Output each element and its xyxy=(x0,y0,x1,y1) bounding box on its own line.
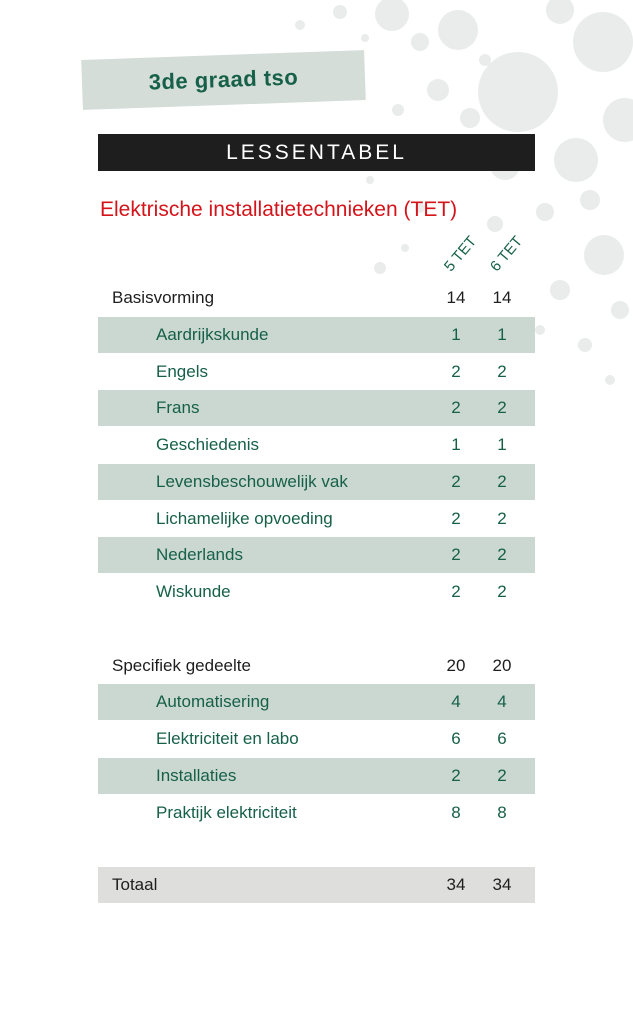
hours-5tet: 1 xyxy=(451,435,461,454)
hours-6tet: 2 xyxy=(497,472,507,491)
section-row-specifiek-gedeelte: Specifiek gedeelte 20 20 xyxy=(98,648,535,684)
hours-5tet: 2 xyxy=(451,472,461,491)
grade-text: 3de graad tso xyxy=(148,64,299,95)
hours-6tet: 20 xyxy=(492,656,512,675)
hours-5tet: 2 xyxy=(451,509,461,528)
title-bar: LESSENTABEL xyxy=(98,134,535,171)
hours-5tet: 2 xyxy=(451,766,461,785)
hours-6tet: 14 xyxy=(492,288,512,307)
hours-6tet: 2 xyxy=(497,509,507,528)
table-row: Installaties 2 2 xyxy=(98,758,535,794)
subject-label: Installaties xyxy=(156,766,237,785)
hours-6tet: 2 xyxy=(497,362,507,381)
table-row: Engels 2 2 xyxy=(98,354,535,390)
subject-label: Lichamelijke opvoeding xyxy=(156,509,333,528)
subject-label: Frans xyxy=(156,398,200,417)
grade-label: 3de graad tso xyxy=(81,50,366,110)
subject-label: Automatisering xyxy=(156,692,270,711)
program-title: Elektrische installatietechnieken (TET) xyxy=(100,198,458,221)
hours-5tet: 2 xyxy=(451,362,461,381)
section-row-basisvorming: Basisvorming 14 14 xyxy=(98,280,535,316)
table-row: Wiskunde 2 2 xyxy=(98,574,535,610)
table-row: Automatisering 4 4 xyxy=(98,684,535,720)
table-row: Aardrijkskunde 1 1 xyxy=(98,317,535,353)
table-row: Nederlands 2 2 xyxy=(98,537,535,573)
table-row: Frans 2 2 xyxy=(98,390,535,426)
hours-6tet: 1 xyxy=(497,435,507,454)
subject-label: Engels xyxy=(156,362,208,381)
hours-6tet: 8 xyxy=(497,803,507,822)
subject-label: Praktijk elektriciteit xyxy=(156,803,297,822)
hours-5tet: 2 xyxy=(451,545,461,564)
hours-5tet: 4 xyxy=(451,692,461,711)
hours-5tet: 14 xyxy=(446,288,466,307)
hours-6tet: 2 xyxy=(497,582,507,601)
hours-6tet: 1 xyxy=(497,325,507,344)
subject-label: Aardrijkskunde xyxy=(156,325,269,344)
hours-5tet: 6 xyxy=(451,729,461,748)
table-row: Praktijk elektriciteit 8 8 xyxy=(98,795,535,831)
subject-label: Levensbeschouwelijk vak xyxy=(156,472,348,491)
total-label: Totaal xyxy=(112,875,158,894)
section-label: Basisvorming xyxy=(112,288,215,307)
hours-6tet: 6 xyxy=(497,729,507,748)
subject-label: Geschiedenis xyxy=(156,435,260,454)
hours-6tet: 2 xyxy=(497,766,507,785)
hours-6tet: 2 xyxy=(497,398,507,417)
page-title: LESSENTABEL xyxy=(226,140,407,164)
hours-5tet: 20 xyxy=(446,656,466,675)
subject-label: Nederlands xyxy=(156,545,243,564)
total-row: Totaal 34 34 xyxy=(98,867,535,903)
hours-6tet: 4 xyxy=(497,692,507,711)
hours-5tet: 8 xyxy=(451,803,461,822)
section-label: Specifiek gedeelte xyxy=(112,656,251,675)
hours-6tet: 2 xyxy=(497,545,507,564)
subject-label: Wiskunde xyxy=(156,582,231,601)
table-row: Levensbeschouwelijk vak 2 2 xyxy=(98,464,535,500)
total-hours-6tet: 34 xyxy=(492,875,512,894)
subject-label: Elektriciteit en labo xyxy=(156,729,299,748)
total-hours-5tet: 34 xyxy=(446,875,466,894)
hours-5tet: 2 xyxy=(451,398,461,417)
table-row: Lichamelijke opvoeding 2 2 xyxy=(98,501,535,537)
hours-5tet: 1 xyxy=(451,325,461,344)
hours-5tet: 2 xyxy=(451,582,461,601)
table-row: Geschiedenis 1 1 xyxy=(98,427,535,463)
table-row: Elektriciteit en labo 6 6 xyxy=(98,721,535,757)
